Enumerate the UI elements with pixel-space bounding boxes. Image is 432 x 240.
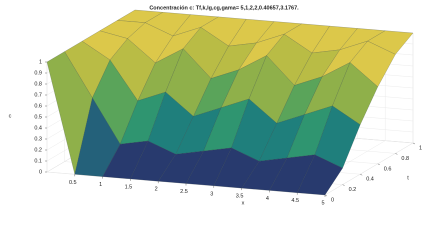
chart-title: Concentración c: Tf,k,lg,cg,gama= 5,1,2,… <box>149 5 299 11</box>
surface-patch <box>297 154 343 196</box>
y-tick-label: 0 <box>331 197 334 203</box>
y-tick-label: 0.4 <box>366 177 374 183</box>
x-tick-label: 4 <box>266 196 269 202</box>
y-tick-label: 1 <box>419 145 422 151</box>
y-tick <box>412 142 416 145</box>
z-tick-label: 0.6 <box>34 103 42 109</box>
z-axis-label: c <box>9 113 12 119</box>
x-tick-label: 0.5 <box>69 180 77 186</box>
x-tick-label: 4.5 <box>291 198 299 204</box>
z-tick-label: 0.1 <box>34 158 42 164</box>
z-tick-label: 1 <box>39 59 42 65</box>
x-tick-label: 5 <box>321 200 324 206</box>
z-tick-label: 0.4 <box>34 125 42 131</box>
x-tick-label: 3 <box>210 191 213 197</box>
z-tick-label: 0.7 <box>34 92 42 98</box>
y-axis-label: t <box>407 175 409 181</box>
y-tick <box>377 163 380 165</box>
y-tick <box>360 174 363 176</box>
x-tick-label: 3.5 <box>236 194 244 200</box>
y-tick-label: 0.6 <box>384 166 392 172</box>
x-tick-label: 2 <box>155 187 158 193</box>
x-axis-label: x <box>242 200 245 206</box>
z-tick-label: 0.3 <box>34 136 42 142</box>
z-tick-label: 0.5 <box>34 114 42 120</box>
y-tick <box>342 184 345 186</box>
z-tick-label: 0.2 <box>34 147 42 153</box>
y-tick <box>324 194 328 197</box>
z-tick-label: 0.8 <box>34 81 42 87</box>
x-tick-label: 1.5 <box>125 184 133 190</box>
x-tick-label: 2.5 <box>180 189 188 195</box>
chart: Concentración c: Tf,k,lg,cg,gama= 5,1,2,… <box>8 5 423 207</box>
y-tick-label: 0.2 <box>349 187 357 193</box>
x-tick-label: 1 <box>99 182 102 188</box>
y-tick-label: 0.8 <box>401 156 409 162</box>
y-tick <box>395 153 398 155</box>
z-tick-label: 0.9 <box>34 70 42 76</box>
z-tick-label: 0 <box>39 169 42 175</box>
